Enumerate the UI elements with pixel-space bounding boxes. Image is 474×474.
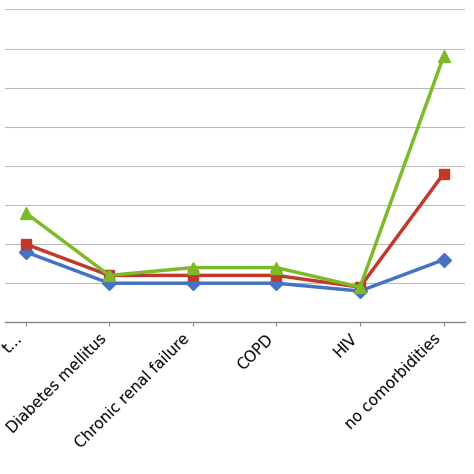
Series 2: [357, 284, 363, 290]
Series 1: [106, 280, 112, 286]
Series 1: [190, 280, 196, 286]
Line: Series 1: Series 1: [21, 247, 448, 296]
Series 2: [441, 171, 447, 177]
Series 2: [273, 273, 279, 278]
Series 1: [441, 257, 447, 263]
Series 2: [190, 273, 196, 278]
Series 1: [273, 280, 279, 286]
Series 3: [23, 210, 28, 216]
Series 3: [357, 284, 363, 290]
Line: Series 2: Series 2: [21, 169, 448, 292]
Series 1: [23, 249, 28, 255]
Line: Series 3: Series 3: [20, 51, 449, 292]
Series 3: [190, 264, 196, 270]
Series 3: [106, 273, 112, 278]
Series 2: [106, 273, 112, 278]
Series 3: [441, 54, 447, 59]
Series 3: [273, 264, 279, 270]
Series 2: [23, 241, 28, 247]
Series 1: [357, 288, 363, 294]
